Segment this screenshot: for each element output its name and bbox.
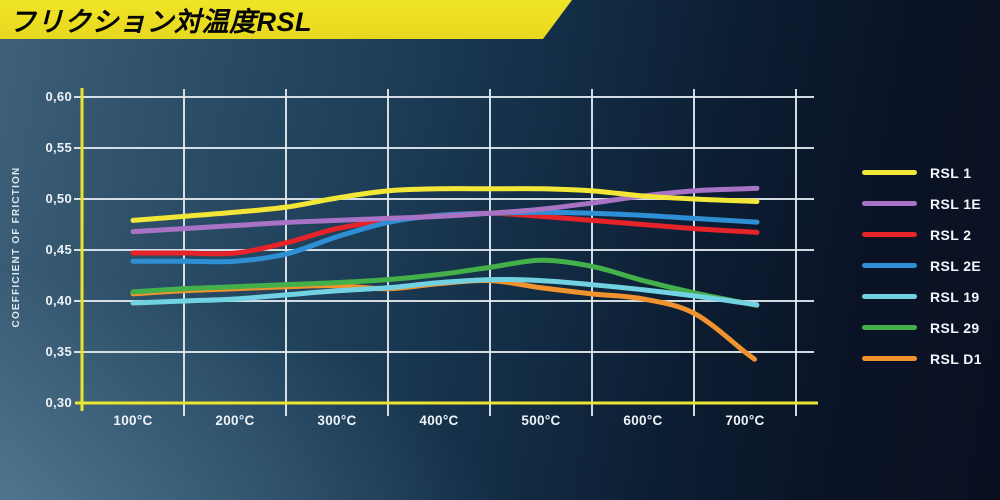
- series-line-RSL-2: [130, 210, 760, 257]
- series-line-RSL-19: [130, 276, 760, 308]
- title-banner: フリクション対温度RSL: [0, 0, 572, 39]
- x-tick-label: 200°C: [215, 413, 255, 428]
- legend-item-RSL-29: RSL 29: [862, 312, 982, 343]
- legend-item-RSL-1: RSL 1: [862, 157, 982, 188]
- legend-item-RSL-2E: RSL 2E: [862, 250, 982, 281]
- y-tick-label: 0,55: [45, 140, 72, 155]
- legend-label: RSL 29: [930, 319, 980, 336]
- x-tick-label: 400°C: [419, 413, 459, 428]
- y-tick-label: 0,30: [45, 395, 72, 410]
- legend-label: RSL 1E: [930, 195, 982, 212]
- series-line-RSL-1: [130, 186, 760, 223]
- legend-label: RSL 2E: [930, 257, 982, 274]
- legend-swatch: [862, 232, 917, 237]
- x-tick-label: 700°C: [725, 413, 765, 428]
- legend-label: RSL D1: [930, 350, 982, 367]
- x-tick-label: 100°C: [113, 413, 153, 428]
- legend-item-RSL-2: RSL 2: [862, 219, 982, 250]
- y-tick-label: 0,35: [45, 344, 72, 359]
- legend-swatch: [862, 201, 917, 206]
- legend-item-RSL-D1: RSL D1: [862, 343, 982, 374]
- legend-label: RSL 19: [930, 288, 980, 305]
- x-tick-label: 600°C: [623, 413, 663, 428]
- series-line-RSL-29: [130, 257, 760, 308]
- legend-item-RSL-19: RSL 19: [862, 281, 982, 312]
- legend: RSL 1 RSL 1E RSL 2 RSL 2E RSL 19 RSL 29 RSL D1: [862, 157, 982, 374]
- legend-swatch: [862, 294, 917, 299]
- legend-item-RSL-1E: RSL 1E: [862, 188, 982, 219]
- legend-swatch: [862, 263, 917, 268]
- legend-label: RSL 1: [930, 164, 972, 181]
- x-tick-label: 500°C: [521, 413, 561, 428]
- legend-swatch: [862, 325, 917, 330]
- y-tick-label: 0,50: [45, 191, 72, 206]
- y-tick-label: 0,40: [45, 293, 72, 308]
- y-tick-label: 0,60: [45, 89, 72, 104]
- series-line-RSL-1E: [130, 185, 760, 235]
- legend-swatch: [862, 170, 917, 175]
- grid-lines: [74, 89, 814, 416]
- x-tick-label: 300°C: [317, 413, 357, 428]
- legend-swatch: [862, 356, 917, 361]
- legend-label: RSL 2: [930, 226, 972, 243]
- axes: [75, 88, 818, 411]
- page-title: フリクション対温度RSL: [9, 7, 312, 37]
- y-tick-label: 0,45: [45, 242, 72, 257]
